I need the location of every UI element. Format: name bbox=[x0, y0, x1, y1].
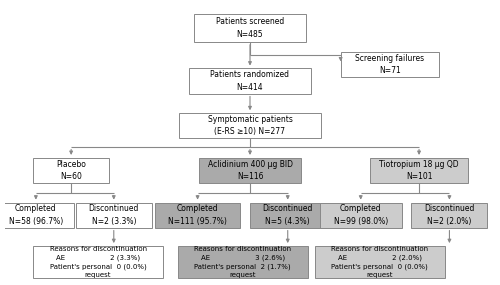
FancyBboxPatch shape bbox=[198, 158, 302, 183]
Text: Aclidinium 400 μg BID
N=116: Aclidinium 400 μg BID N=116 bbox=[208, 160, 292, 181]
Text: Completed
N=99 (98.0%): Completed N=99 (98.0%) bbox=[334, 204, 388, 226]
FancyBboxPatch shape bbox=[320, 203, 402, 228]
Text: Patients randomized
N=414: Patients randomized N=414 bbox=[210, 70, 290, 92]
FancyBboxPatch shape bbox=[194, 14, 306, 42]
Text: Placebo
N=60: Placebo N=60 bbox=[56, 160, 86, 181]
FancyBboxPatch shape bbox=[315, 246, 445, 278]
FancyBboxPatch shape bbox=[340, 52, 438, 77]
FancyBboxPatch shape bbox=[0, 203, 74, 228]
Text: Reasons for discontinuation
AE                    3 (2.6%)
Patient's personal  2: Reasons for discontinuation AE 3 (2.6%) … bbox=[194, 246, 291, 278]
Text: Reasons for discontinuation
AE                    2 (2.0%)
Patient's personal  0: Reasons for discontinuation AE 2 (2.0%) … bbox=[332, 246, 428, 278]
Text: Tiotropium 18 μg QD
N=101: Tiotropium 18 μg QD N=101 bbox=[379, 160, 459, 181]
FancyBboxPatch shape bbox=[189, 68, 311, 94]
FancyBboxPatch shape bbox=[33, 246, 163, 278]
Text: Discontinued
N=5 (4.3%): Discontinued N=5 (4.3%) bbox=[262, 204, 313, 226]
FancyBboxPatch shape bbox=[178, 246, 308, 278]
Text: Screening failures
N=71: Screening failures N=71 bbox=[355, 54, 424, 75]
Text: Completed
N=58 (96.7%): Completed N=58 (96.7%) bbox=[8, 204, 63, 226]
FancyBboxPatch shape bbox=[33, 158, 109, 183]
FancyBboxPatch shape bbox=[76, 203, 152, 228]
FancyBboxPatch shape bbox=[412, 203, 488, 228]
Text: Reasons for discontinuation
AE                    2 (3.3%)
Patient's personal  0: Reasons for discontinuation AE 2 (3.3%) … bbox=[50, 246, 146, 278]
FancyBboxPatch shape bbox=[250, 203, 326, 228]
FancyBboxPatch shape bbox=[179, 113, 321, 138]
Text: Discontinued
N=2 (2.0%): Discontinued N=2 (2.0%) bbox=[424, 204, 474, 226]
FancyBboxPatch shape bbox=[154, 203, 240, 228]
Text: Discontinued
N=2 (3.3%): Discontinued N=2 (3.3%) bbox=[88, 204, 139, 226]
Text: Completed
N=111 (95.7%): Completed N=111 (95.7%) bbox=[168, 204, 227, 226]
FancyBboxPatch shape bbox=[370, 158, 468, 183]
Text: Patients screened
N=485: Patients screened N=485 bbox=[216, 17, 284, 39]
Text: Symptomatic patients
(E-RS ≥10) N=277: Symptomatic patients (E-RS ≥10) N=277 bbox=[208, 115, 292, 137]
